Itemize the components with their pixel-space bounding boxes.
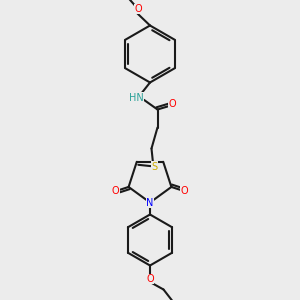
Text: O: O	[112, 186, 120, 196]
Text: S: S	[152, 161, 158, 172]
Text: O: O	[146, 274, 154, 284]
Text: HN: HN	[129, 92, 144, 103]
Text: O: O	[169, 98, 176, 109]
Text: N: N	[146, 197, 154, 208]
Text: O: O	[134, 4, 142, 14]
Text: O: O	[180, 186, 188, 196]
